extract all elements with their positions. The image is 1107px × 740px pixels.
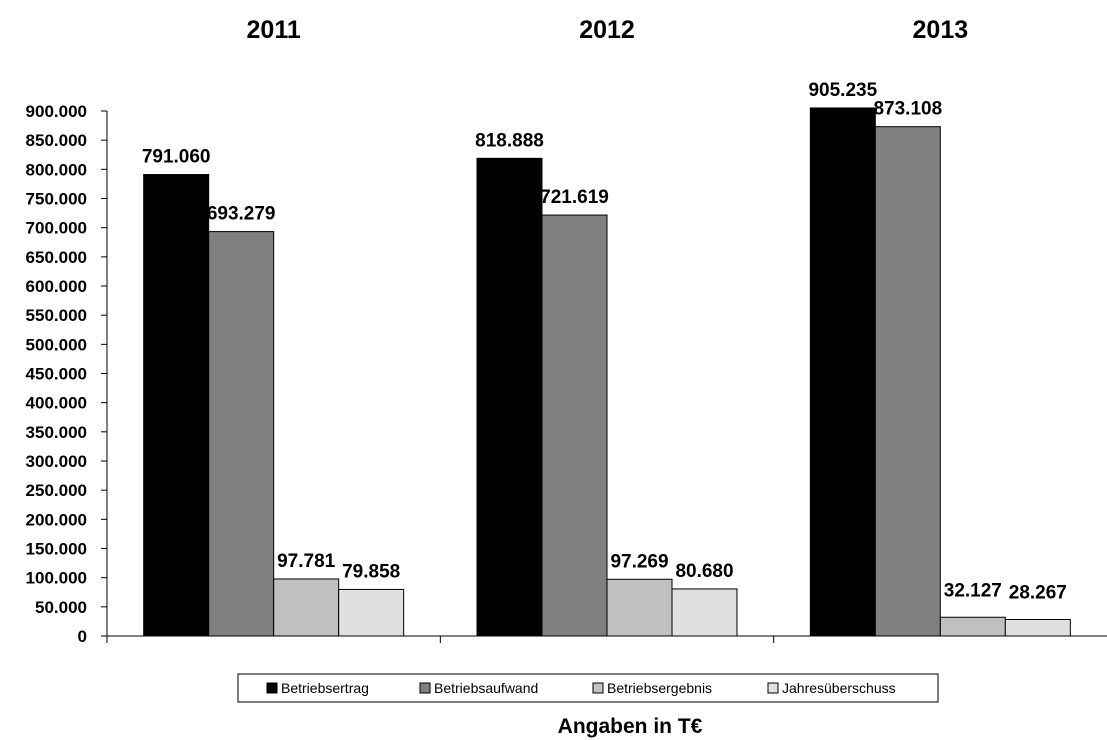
bar xyxy=(1004,619,1071,637)
data-label: 693.279 xyxy=(207,204,276,225)
bar xyxy=(143,174,210,637)
x-axis xyxy=(106,635,1107,643)
bar xyxy=(606,578,673,637)
y-tick-label: 100.000 xyxy=(26,569,87,588)
bar xyxy=(939,616,1006,637)
legend-label: Betriebsaufwand xyxy=(434,680,538,696)
bar xyxy=(273,578,340,637)
y-tick-label: 600.000 xyxy=(26,277,87,296)
data-label: 28.267 xyxy=(1009,583,1067,604)
bar xyxy=(476,157,543,637)
data-label: 80.680 xyxy=(675,561,733,582)
year-labels: 2011 2012 2013 xyxy=(247,16,969,44)
y-tick-label: 500.000 xyxy=(26,335,87,354)
data-label: 818.888 xyxy=(475,130,544,151)
y-tick-label: 250.000 xyxy=(26,481,87,500)
y-tick-label: 700.000 xyxy=(26,219,87,238)
y-tick-label: 50.000 xyxy=(35,598,87,617)
footnote: Angaben in T€ xyxy=(558,715,703,738)
y-tick-label: 400.000 xyxy=(26,394,87,413)
y-tick-label: 650.000 xyxy=(26,248,87,267)
legend-label: Betriebsergebnis xyxy=(607,680,712,696)
y-axis: 0 50.000 100.000 150.000 200.000 250.000 300.0… xyxy=(26,102,108,646)
bars xyxy=(143,107,1071,637)
category-label: 2013 xyxy=(913,16,969,44)
category-label: 2012 xyxy=(579,16,635,44)
data-label: 873.108 xyxy=(873,99,942,120)
y-tick-label: 300.000 xyxy=(26,452,87,471)
y-tick-label: 450.000 xyxy=(26,365,87,384)
bar xyxy=(541,214,608,637)
y-tick-label: 200.000 xyxy=(26,510,87,529)
legend-swatch xyxy=(419,682,431,694)
y-tick-label: 900.000 xyxy=(26,102,87,121)
data-label: 32.127 xyxy=(944,580,1002,601)
data-label: 791.060 xyxy=(142,147,211,168)
y-tick-label: 350.000 xyxy=(26,423,87,442)
data-label: 721.619 xyxy=(540,187,609,208)
data-label: 79.858 xyxy=(342,561,400,582)
y-tick-label: 0 xyxy=(78,627,87,646)
legend-swatch xyxy=(767,682,779,694)
y-tick-label: 800.000 xyxy=(26,160,87,179)
bar xyxy=(874,126,941,637)
legend-swatch xyxy=(592,682,604,694)
data-labels: 791.060 693.279 97.781 79.858 818.888 721.619… xyxy=(142,80,1067,604)
data-label: 97.269 xyxy=(610,551,668,572)
legend-label: Jahresüberschuss xyxy=(782,680,896,696)
y-tick-label: 150.000 xyxy=(26,540,87,559)
legend-label: Betriebsertrag xyxy=(281,680,369,696)
data-label: 905.235 xyxy=(808,80,877,101)
bar xyxy=(671,588,738,637)
data-label: 97.781 xyxy=(277,551,336,572)
bar xyxy=(208,231,275,637)
y-tick-label: 550.000 xyxy=(26,306,87,325)
legend-box xyxy=(237,673,939,703)
bar xyxy=(338,588,405,637)
y-tick-label: 750.000 xyxy=(26,190,87,209)
bar xyxy=(809,107,876,637)
category-label: 2011 xyxy=(247,16,301,44)
legend-swatch xyxy=(266,682,278,694)
legend: Betriebsertrag Betriebsaufwand Betriebserg… xyxy=(237,673,939,703)
y-tick-label: 850.000 xyxy=(26,131,87,150)
